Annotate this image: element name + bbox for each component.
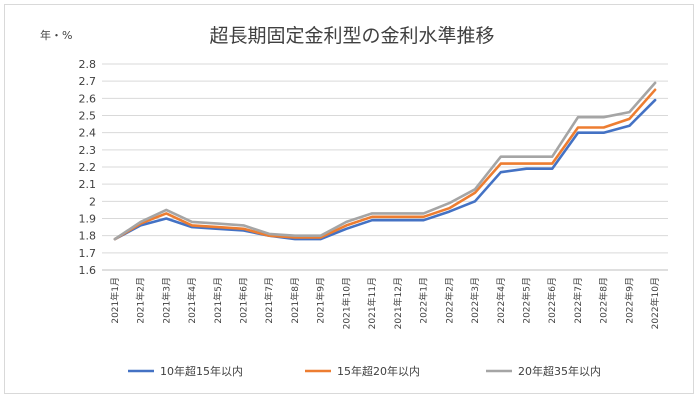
x-tick-label: 2022年10月: [649, 277, 661, 329]
y-tick-label: 2: [89, 195, 96, 208]
legend-label: 20年超35年以内: [518, 364, 601, 378]
y-tick-label: 2.3: [79, 144, 97, 157]
x-tick-label: 2021年1月: [109, 277, 121, 324]
y-tick-label: 1.8: [79, 230, 97, 243]
y-tick-label: 1.7: [79, 247, 97, 260]
x-tick-label: 2022年1月: [418, 277, 430, 324]
gridlines: [102, 63, 668, 271]
x-tick-label: 2022年6月: [546, 277, 558, 324]
x-tick-label: 2021年7月: [263, 277, 275, 324]
series-line-3: [113, 81, 657, 241]
x-tick-label: 2021年6月: [238, 277, 250, 324]
series-lines: [113, 81, 657, 241]
x-tick-label: 2021年9月: [315, 277, 327, 324]
x-tick-label: 2021年8月: [289, 277, 301, 324]
y-tick-label: 2.4: [79, 127, 97, 140]
x-tick-label: 2022年3月: [469, 277, 481, 324]
x-tick-label: 2022年2月: [443, 277, 455, 324]
x-tick-label: 2022年4月: [495, 277, 507, 324]
x-tick-label: 2022年5月: [521, 277, 533, 324]
series-line-2: [113, 88, 657, 241]
y-axis-ticks: 1.6 1.7 1.8 1.9 2 2.1 2.2 2.3 2.4 2.5 2.6 2.7 2.8: [79, 58, 97, 277]
unit-label: 年・%: [40, 28, 72, 42]
y-tick-label: 1.6: [79, 264, 97, 277]
x-tick-label: 2021年11月: [366, 277, 378, 329]
x-tick-label: 2021年12月: [392, 277, 404, 329]
series-line-1: [113, 98, 657, 241]
x-tick-label: 2021年10月: [340, 277, 352, 329]
legend: 10年超15年以内 15年超20年以内 20年超35年以内: [128, 364, 601, 378]
y-tick-label: 2.1: [79, 178, 97, 191]
chart-title: 超長期固定金利型の金利水準推移: [209, 25, 494, 47]
x-tick-label: 2022年9月: [623, 277, 635, 324]
y-tick-label: 1.9: [79, 213, 97, 226]
x-tick-label: 2021年5月: [212, 277, 224, 324]
x-tick-label: 2021年4月: [186, 277, 198, 324]
x-tick-label: 2022年7月: [572, 277, 584, 324]
legend-label: 15年超20年以内: [337, 364, 420, 378]
y-tick-label: 2.2: [79, 161, 97, 174]
y-tick-label: 2.5: [79, 110, 97, 123]
legend-label: 10年超15年以内: [160, 364, 243, 378]
y-tick-label: 2.6: [79, 92, 97, 105]
x-tick-label: 2021年3月: [160, 277, 172, 324]
chart-frame: [4, 4, 694, 394]
y-tick-label: 2.8: [79, 58, 97, 71]
x-axis-ticks: 2021年1月 2021年2月 2021年3月 2021年4月 2021年5月 2021年…: [109, 277, 661, 329]
y-tick-label: 2.7: [79, 75, 97, 88]
x-tick-label: 2021年2月: [135, 277, 147, 324]
x-tick-label: 2022年8月: [598, 277, 610, 324]
